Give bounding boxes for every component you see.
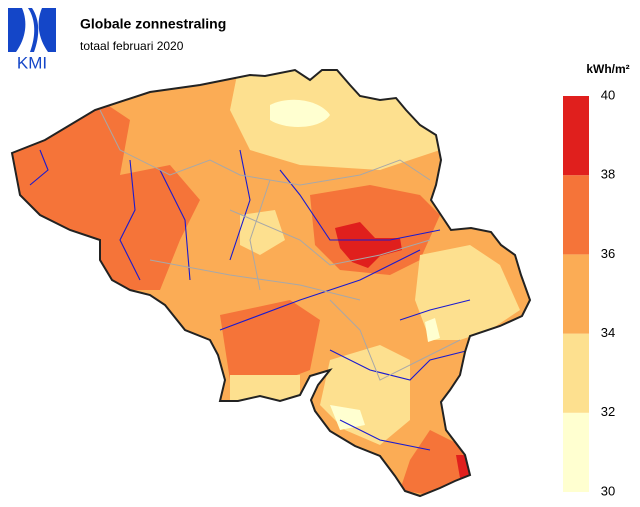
radiation-zone [335, 222, 402, 268]
legend-tick-label: 36 [601, 246, 615, 261]
legend-unit: kWh/m² [586, 62, 629, 76]
legend-bin [563, 254, 589, 334]
legend-bin [563, 96, 589, 176]
legend-bin [563, 333, 589, 413]
rivers [29, 149, 471, 451]
province-borders [99, 109, 461, 381]
logo-text: KMI [17, 53, 47, 72]
radiation-zone [310, 185, 440, 275]
radiation-zone [220, 300, 320, 385]
legend-tick-label: 34 [601, 325, 615, 340]
radiation-zone [425, 318, 440, 342]
map-subtitle: totaal februari 2020 [80, 39, 184, 53]
radiation-zone [415, 245, 520, 340]
legend-bin [563, 175, 589, 255]
legend-bin [563, 412, 589, 492]
legend-tick-label: 30 [601, 483, 615, 498]
logo: KMI [8, 8, 56, 72]
radiation-zone [270, 99, 330, 127]
legend-tick-label: 32 [601, 404, 615, 419]
radiation-zone [330, 405, 365, 430]
legend-tick-label: 38 [601, 167, 615, 182]
map-title: Globale zonnestraling [80, 16, 226, 32]
legend: 30 32 34 36 38 40 [563, 87, 615, 498]
legend-tick-label: 40 [601, 87, 615, 102]
radiation-zone [400, 430, 470, 495]
radiation-zone [230, 375, 300, 400]
